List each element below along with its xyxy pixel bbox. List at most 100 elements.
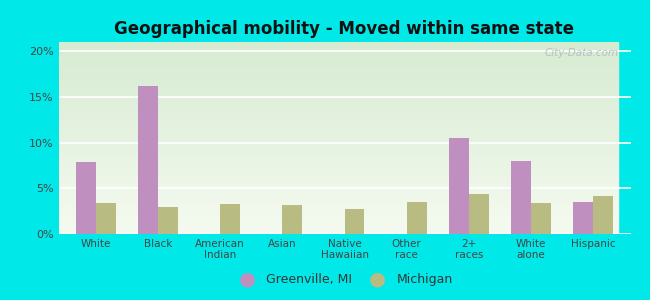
Bar bbox=[58, 67, 618, 69]
Bar bbox=[282, 205, 302, 234]
Bar bbox=[58, 175, 618, 176]
Bar bbox=[58, 230, 618, 232]
Bar bbox=[58, 157, 618, 159]
Bar bbox=[58, 223, 618, 224]
Bar bbox=[58, 142, 618, 144]
Bar bbox=[58, 163, 618, 165]
Bar bbox=[158, 207, 178, 234]
Bar bbox=[58, 71, 618, 73]
Bar bbox=[58, 144, 618, 146]
Bar bbox=[58, 123, 618, 124]
Bar bbox=[58, 63, 618, 65]
Bar bbox=[58, 194, 618, 196]
Bar bbox=[58, 152, 618, 153]
Bar bbox=[58, 75, 618, 76]
Bar bbox=[58, 130, 618, 132]
Bar bbox=[58, 103, 618, 105]
Bar bbox=[58, 226, 618, 228]
Bar bbox=[58, 136, 618, 138]
Bar bbox=[220, 204, 240, 234]
Bar bbox=[58, 101, 618, 103]
Bar bbox=[58, 73, 618, 75]
Bar bbox=[58, 76, 618, 79]
Bar bbox=[344, 209, 365, 234]
Bar bbox=[58, 153, 618, 155]
Bar bbox=[58, 69, 618, 71]
Bar bbox=[58, 57, 618, 59]
Bar bbox=[58, 53, 618, 56]
Bar bbox=[138, 86, 158, 234]
Bar bbox=[58, 50, 618, 52]
Bar bbox=[58, 178, 618, 180]
Bar bbox=[593, 196, 613, 234]
Bar bbox=[58, 217, 618, 219]
Bar bbox=[58, 180, 618, 182]
Bar bbox=[58, 88, 618, 90]
Bar bbox=[58, 92, 618, 94]
Bar bbox=[58, 134, 618, 136]
Bar bbox=[58, 190, 618, 192]
Bar bbox=[58, 56, 618, 57]
Bar bbox=[58, 167, 618, 169]
Bar bbox=[58, 209, 618, 211]
Bar bbox=[58, 203, 618, 205]
Bar bbox=[58, 192, 618, 194]
Bar bbox=[58, 232, 618, 234]
Bar bbox=[58, 182, 618, 184]
Bar bbox=[58, 82, 618, 84]
Bar bbox=[58, 165, 618, 167]
Bar bbox=[58, 111, 618, 113]
Bar bbox=[573, 202, 593, 234]
Bar bbox=[58, 65, 618, 67]
Bar bbox=[58, 201, 618, 203]
Bar bbox=[58, 172, 618, 175]
Bar bbox=[58, 215, 618, 217]
Bar bbox=[58, 84, 618, 86]
Bar bbox=[58, 100, 618, 101]
Bar bbox=[58, 59, 618, 61]
Bar bbox=[449, 138, 469, 234]
Bar bbox=[58, 96, 618, 98]
Bar bbox=[58, 184, 618, 186]
Bar bbox=[58, 128, 618, 130]
Text: Greenville, MI: Greenville, MI bbox=[266, 272, 352, 286]
Bar bbox=[58, 148, 618, 149]
Bar bbox=[58, 149, 618, 152]
Bar bbox=[58, 200, 618, 201]
Bar bbox=[58, 176, 618, 178]
Title: Geographical mobility - Moved within same state: Geographical mobility - Moved within sam… bbox=[114, 20, 575, 38]
Bar bbox=[58, 119, 618, 121]
Bar bbox=[58, 224, 618, 226]
Bar bbox=[58, 127, 618, 128]
Bar bbox=[58, 207, 618, 209]
Bar bbox=[58, 44, 618, 46]
Bar bbox=[58, 80, 618, 82]
Text: ●: ● bbox=[369, 269, 385, 289]
Bar bbox=[58, 98, 618, 100]
Bar bbox=[58, 61, 618, 63]
Bar bbox=[58, 138, 618, 140]
Text: Michigan: Michigan bbox=[396, 272, 453, 286]
Bar bbox=[58, 146, 618, 148]
Bar bbox=[58, 105, 618, 107]
Bar bbox=[531, 203, 551, 234]
Bar bbox=[407, 202, 426, 234]
Bar bbox=[58, 213, 618, 215]
Text: City-Data.com: City-Data.com bbox=[545, 48, 619, 58]
Bar bbox=[58, 211, 618, 213]
Bar bbox=[58, 107, 618, 109]
Bar bbox=[58, 48, 618, 50]
Bar bbox=[58, 52, 618, 53]
Bar bbox=[58, 228, 618, 230]
Text: ●: ● bbox=[239, 269, 255, 289]
Bar bbox=[58, 161, 618, 163]
Bar bbox=[58, 171, 618, 172]
Bar bbox=[76, 162, 96, 234]
Bar bbox=[511, 161, 531, 234]
Bar bbox=[58, 124, 618, 127]
Bar bbox=[58, 117, 618, 119]
Bar bbox=[58, 169, 618, 171]
Bar bbox=[58, 132, 618, 134]
Bar bbox=[58, 46, 618, 48]
Bar bbox=[58, 159, 618, 161]
